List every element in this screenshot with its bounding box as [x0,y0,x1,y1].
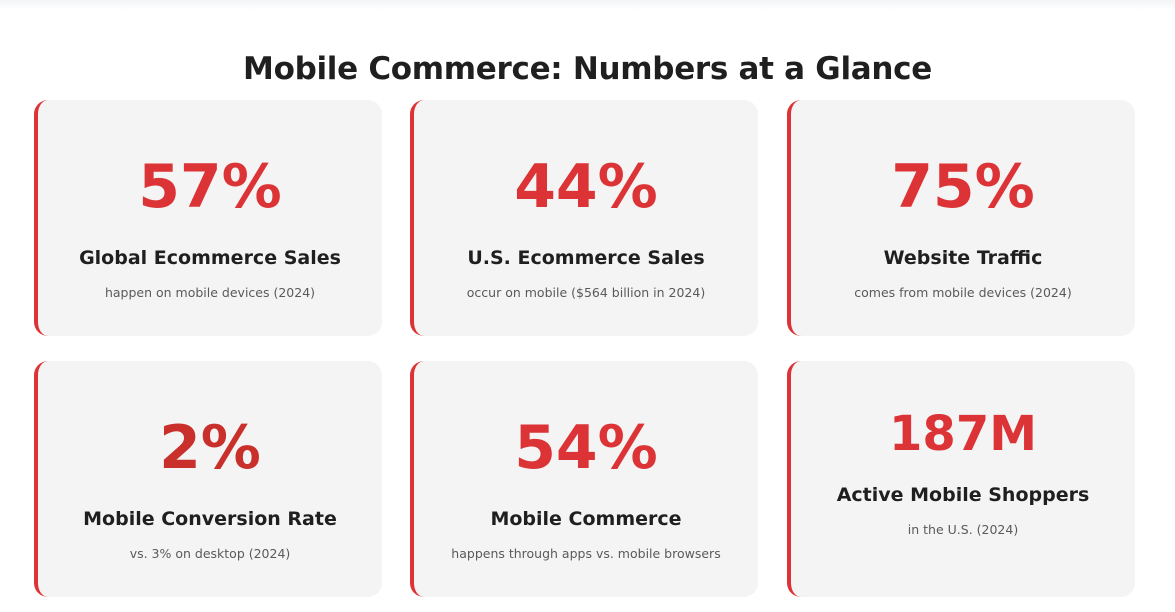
stat-label: Global Ecommerce Sales [79,247,341,269]
stat-description: occur on mobile ($564 billion in 2024) [466,285,706,300]
stats-grid: 57% Global Ecommerce Sales happen on mob… [34,100,1139,598]
stat-description: vs. 3% on desktop (2024) [129,546,291,561]
stat-description: happen on mobile devices (2024) [104,285,316,300]
stat-value: 75% [891,152,1035,222]
stat-value: 54% [514,413,658,483]
stat-description: in the U.S. (2024) [907,522,1019,537]
stat-label: Website Traffic [883,247,1043,269]
stat-value: 57% [138,152,282,222]
stat-card-website-traffic: 75% Website Traffic comes from mobile de… [787,100,1135,336]
stat-label: Active Mobile Shoppers [836,484,1090,506]
page-title: Mobile Commerce: Numbers at a Glance [243,50,932,87]
stat-card-global-ecommerce-sales: 57% Global Ecommerce Sales happen on mob… [34,100,382,336]
stat-card-mobile-commerce: 54% Mobile Commerce happens through apps… [410,361,758,597]
stat-description: happens through apps vs. mobile browsers [451,546,721,561]
stat-card-us-ecommerce-sales: 44% U.S. Ecommerce Sales occur on mobile… [410,100,758,336]
stat-label: U.S. Ecommerce Sales [467,247,705,269]
stat-card-mobile-conversion-rate: 2% Mobile Conversion Rate vs. 3% on desk… [34,361,382,597]
stat-value: 44% [514,152,658,222]
stat-card-active-mobile-shoppers: 187M Active Mobile Shoppers in the U.S. … [787,361,1135,597]
stat-value: 2% [159,413,261,483]
stat-label: Mobile Conversion Rate [83,508,337,530]
stat-value: 187M [889,406,1037,462]
top-bar [0,0,1175,10]
stat-label: Mobile Commerce [490,508,682,530]
stat-description: comes from mobile devices (2024) [854,285,1072,300]
